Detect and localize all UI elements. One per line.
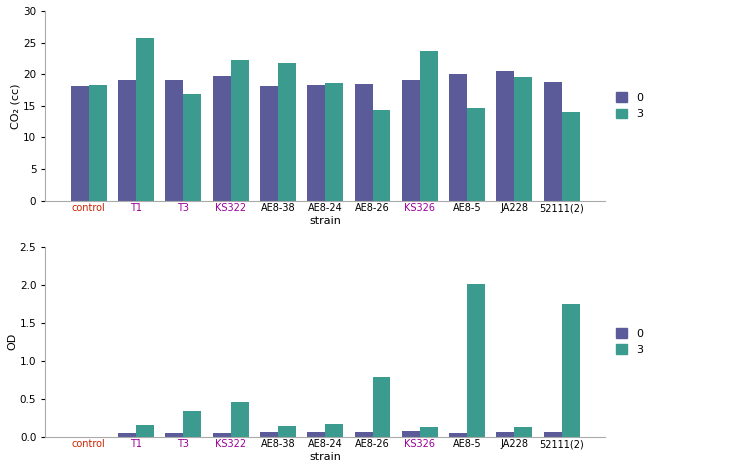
Bar (467, 108, 485, 201)
Bar (402, 81, 420, 201)
Bar (136, 38, 154, 201)
Bar (166, 433, 183, 437)
Bar (467, 284, 485, 437)
Bar (372, 378, 390, 437)
Bar (213, 76, 231, 201)
Bar (325, 424, 343, 437)
Bar (402, 431, 420, 437)
Bar (449, 433, 467, 437)
Bar (278, 426, 296, 437)
Bar (307, 432, 325, 437)
Y-axis label: OD: OD (7, 333, 17, 350)
X-axis label: strain: strain (310, 452, 341, 462)
Bar (544, 83, 562, 201)
Legend: 0, 3: 0, 3 (616, 328, 643, 355)
Bar (213, 433, 231, 437)
Bar (307, 85, 325, 201)
Bar (355, 432, 372, 437)
Bar (562, 304, 579, 437)
Y-axis label: CO₂ (cc): CO₂ (cc) (10, 83, 20, 129)
Bar (420, 427, 437, 437)
Bar (166, 81, 183, 201)
Legend: 0, 3: 0, 3 (616, 92, 643, 119)
Bar (514, 427, 532, 437)
Bar (278, 63, 296, 201)
Bar (118, 81, 136, 201)
Bar (372, 110, 390, 201)
Bar (183, 411, 201, 437)
Bar (420, 51, 437, 201)
Bar (231, 402, 248, 437)
Bar (183, 94, 201, 201)
Bar (71, 85, 89, 201)
Bar (231, 60, 248, 201)
Bar (514, 77, 532, 201)
Bar (562, 112, 579, 201)
Bar (260, 432, 278, 437)
Bar (89, 85, 106, 201)
Bar (118, 433, 136, 437)
Bar (497, 432, 514, 437)
X-axis label: strain: strain (310, 216, 341, 226)
Bar (136, 425, 154, 437)
Bar (260, 85, 278, 201)
Bar (355, 83, 372, 201)
Bar (325, 83, 343, 201)
Bar (544, 432, 562, 437)
Bar (497, 71, 514, 201)
Bar (449, 74, 467, 201)
